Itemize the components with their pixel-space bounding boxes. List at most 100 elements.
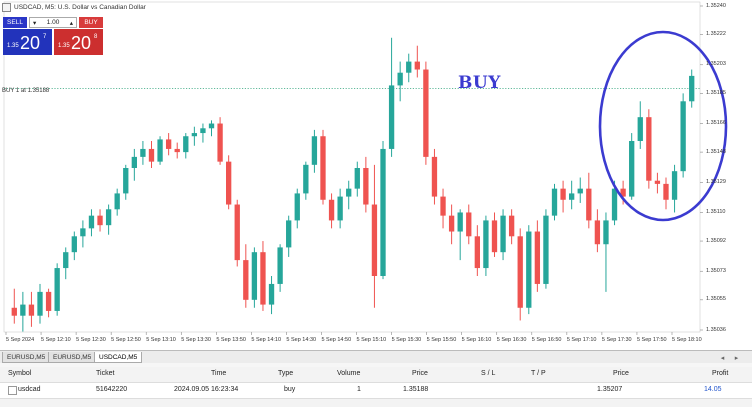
candle-body — [620, 188, 626, 197]
candle-body — [397, 72, 403, 86]
table-row[interactable]: usdcad 51642220 2024.09.05 16:23:34 buy … — [0, 383, 752, 397]
header-type[interactable]: Type — [278, 370, 294, 377]
candle-body — [483, 220, 489, 269]
candle-body — [63, 252, 69, 269]
time-axis-label: 5 Sep 12:10 — [41, 337, 71, 343]
candle-body — [603, 220, 609, 245]
buy-button[interactable]: BUY — [79, 17, 103, 28]
candle-body — [680, 101, 686, 172]
time-axis-label: 5 Sep 17:50 — [636, 337, 667, 343]
time-axis-label: 5 Sep 13:30 — [181, 337, 211, 343]
time-axis-label: 5 Sep 17:30 — [601, 337, 632, 343]
plot-frame — [3, 1, 701, 333]
header-current-price[interactable]: Price — [613, 370, 629, 377]
time-axis-label: 5 Sep 12:50 — [111, 337, 141, 343]
header-time[interactable]: Time — [211, 370, 227, 377]
candle-body — [311, 136, 318, 165]
candle-body — [440, 196, 446, 216]
candle-body — [654, 180, 661, 184]
volume-input[interactable]: ▾ 1.00 ▴ — [29, 17, 77, 28]
candle-body — [208, 123, 215, 129]
candle-body — [45, 291, 52, 311]
time-axis-label: 5 Sep 13:10 — [146, 337, 176, 343]
time-axis-label: 5 Sep 14:10 — [251, 337, 282, 343]
candle-body — [577, 188, 583, 194]
candlestick-chart[interactable] — [0, 0, 752, 350]
sell-button[interactable]: SELL — [3, 17, 27, 28]
bottom-bar — [0, 398, 752, 407]
tab-eurusd-m5-1[interactable]: EURUSD,M5 — [2, 352, 51, 363]
candle-body — [71, 236, 77, 253]
highlight-circle — [598, 30, 728, 222]
symbol-icon — [2, 3, 11, 12]
candle-body — [191, 133, 198, 137]
candle-body — [54, 268, 60, 311]
candle-body — [637, 117, 643, 141]
time-axis-label: 5 Sep 16:50 — [531, 337, 562, 343]
price-axis-label: 1.35240 — [706, 2, 726, 9]
candle-body — [414, 61, 420, 70]
header-price[interactable]: Price — [412, 370, 428, 377]
buy-price-box[interactable]: 1.35 20 8 — [54, 29, 103, 55]
sell-price-box[interactable]: 1.35 20 7 — [3, 29, 52, 55]
candle-body — [406, 61, 412, 73]
tab-scroll-left-icon[interactable]: ◂ — [720, 354, 725, 362]
sell-price-point: 7 — [43, 34, 47, 40]
volume-value: 1.00 — [46, 19, 60, 26]
price-axis-label: 1.35129 — [706, 178, 726, 185]
candle-body — [183, 136, 189, 153]
volume-down-icon[interactable]: ▾ — [33, 19, 37, 27]
header-ticket[interactable]: Ticket — [96, 370, 115, 377]
candle-body — [200, 128, 206, 134]
chart-tabs-bar: EURUSD,M5 EURUSD,M5 USDCAD,M5 ◂ ▸ — [0, 350, 752, 364]
candle-body — [123, 168, 129, 194]
row-symbol: usdcad — [18, 386, 41, 393]
candle-body — [388, 85, 395, 149]
header-sl[interactable]: S / L — [481, 370, 496, 377]
time-axis-label: 5 Sep 16:10 — [461, 337, 492, 343]
candle-body — [500, 215, 506, 253]
candle-body — [165, 139, 172, 149]
chart-title-text: USDCAD, M5: U.S. Dollar vs Canadian Doll… — [14, 4, 146, 11]
candle-body — [140, 148, 146, 157]
price-axis-label: 1.35166 — [706, 120, 726, 127]
header-volume[interactable]: Volume — [337, 370, 361, 377]
tab-usdcad-m5[interactable]: USDCAD,M5 — [94, 352, 143, 363]
candle-body — [543, 215, 549, 284]
candle-body — [517, 236, 523, 308]
candle-body — [11, 307, 17, 316]
candle-body — [363, 168, 369, 205]
row-type: buy — [284, 386, 296, 393]
tab-scroll-right-icon[interactable]: ▸ — [734, 354, 739, 362]
candle-body — [466, 212, 472, 237]
time-axis-label: 5 Sep 15:30 — [391, 337, 422, 343]
candle-body — [431, 156, 438, 197]
panel-divider — [0, 363, 752, 367]
chart-area[interactable]: USDCAD, M5: U.S. Dollar vs Canadian Doll… — [0, 0, 752, 350]
time-axis-label: 5 Sep 14:30 — [286, 337, 317, 343]
candle-body — [646, 117, 652, 181]
trade-table-header: Symbol Ticket Time Type Volume Price S /… — [0, 367, 752, 383]
candle-body — [346, 188, 352, 197]
price-axis-label: 1.35110 — [706, 208, 726, 215]
candle-body — [243, 260, 249, 300]
price-axis-label: 1.35185 — [706, 89, 726, 96]
time-axis-label: 5 Sep 12:30 — [76, 337, 106, 343]
candle-body — [534, 231, 541, 284]
tab-eurusd-m5-2[interactable]: EURUSD,M5 — [48, 352, 97, 363]
candle-body — [594, 220, 601, 245]
candle-body — [689, 75, 695, 102]
row-time: 2024.09.05 16:23:34 — [174, 386, 239, 393]
candle-body — [97, 215, 103, 226]
candle-body — [671, 171, 678, 200]
candle-body — [226, 161, 232, 205]
buy-annotation: BUY — [458, 73, 501, 93]
header-tp[interactable]: T / P — [531, 370, 546, 377]
candle-body — [88, 215, 95, 229]
candle-body — [508, 215, 515, 237]
time-axis-label: 5 Sep 15:10 — [356, 337, 387, 343]
candle-body — [380, 148, 386, 276]
header-profit[interactable]: Profit — [712, 370, 729, 377]
volume-up-icon[interactable]: ▴ — [69, 19, 73, 27]
header-symbol[interactable]: Symbol — [8, 370, 32, 377]
